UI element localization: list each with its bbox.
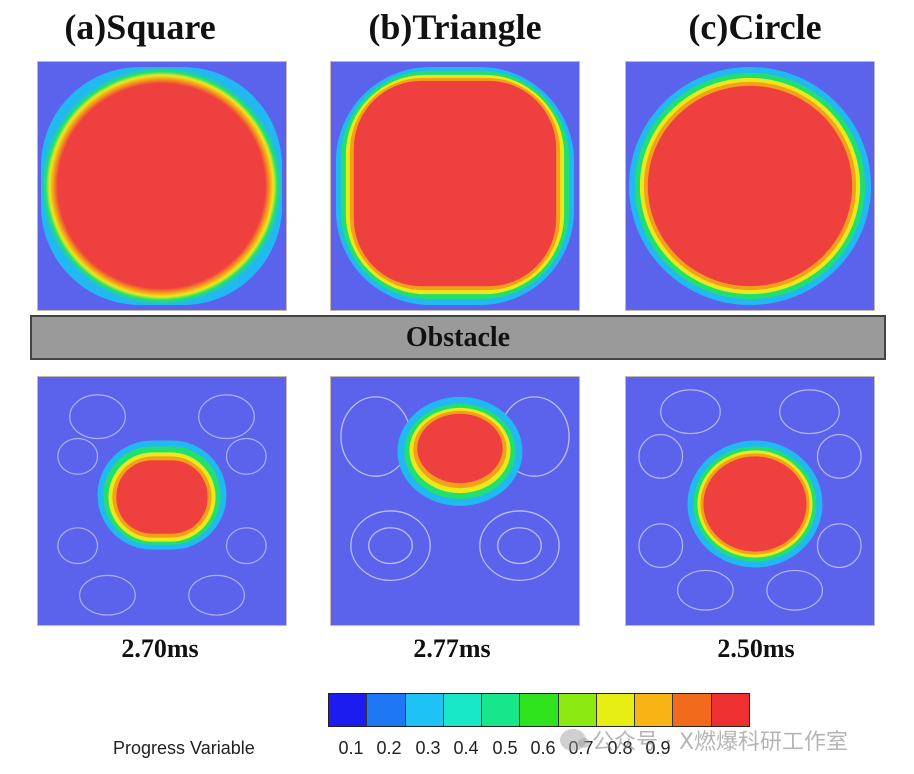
colorbar-tick: 0.4 [453,738,479,758]
time-triangle: 2.77ms [413,634,491,663]
time-square: 2.70ms [121,634,199,663]
colorbar-segment [329,694,368,726]
colorbar-label: Progress Variable [113,738,255,758]
watermark: 公众号 · X燃爆科研工作室 [560,724,848,756]
colorbar-segment [443,694,483,726]
time-circle: 2.50ms [717,634,795,663]
chat-icon [560,729,590,751]
watermark-text: 公众号 · X燃爆科研工作室 [592,730,849,755]
colorbar-segment [482,694,521,726]
panel-square-bottom [37,376,287,626]
title-circle: (c)Circle [688,7,822,47]
colorbar-segment [558,694,597,726]
panel-circle-top [625,61,875,311]
panel-circle-bottom [625,376,875,626]
colorbar-tick: 0.2 [376,738,402,758]
obstacle-bar: Obstacle [30,315,886,360]
colorbar-segment [635,694,674,726]
colorbar-segment [520,694,559,726]
title-square: (a)Square [64,7,216,47]
panel-triangle-top [330,61,580,311]
colorbar-tick: 0.3 [415,738,441,758]
colorbar-tick: 0.1 [338,738,364,758]
title-triangle: (b)Triangle [368,7,542,47]
panel-triangle-bottom [330,376,580,626]
colorbar-tick: 0.9 [645,738,671,758]
colorbar-segment [596,694,636,726]
colorbar-tick: 0.8 [607,738,633,758]
colorbar-tick: 0.7 [568,738,594,758]
colorbar [328,693,750,727]
colorbar-segment [711,694,749,726]
colorbar-segment [405,694,444,726]
colorbar-tick: 0.6 [530,738,556,758]
colorbar-segment [673,694,712,726]
panel-square-top [37,61,287,311]
colorbar-segment [367,694,406,726]
obstacle-label: Obstacle [405,321,511,353]
colorbar-tick: 0.5 [492,738,518,758]
